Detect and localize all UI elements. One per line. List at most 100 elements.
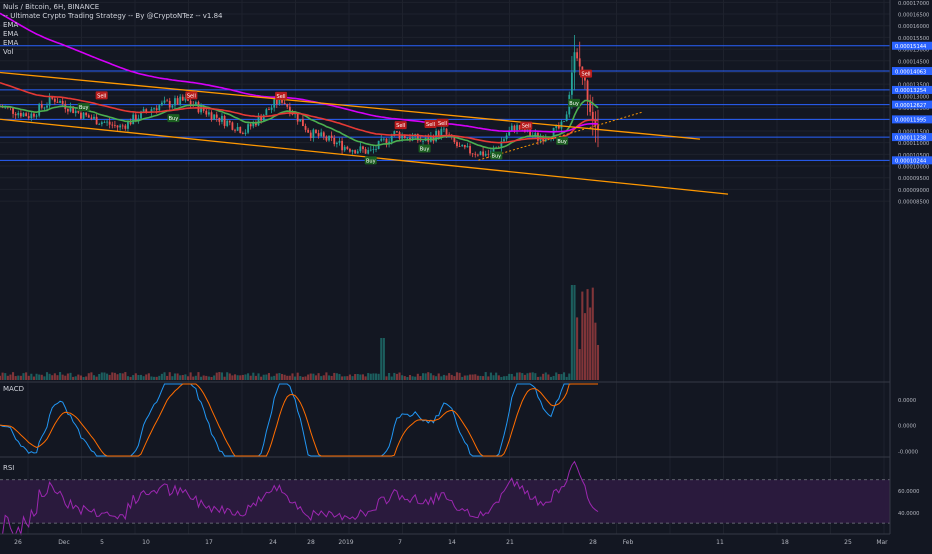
volume-bar xyxy=(249,375,252,380)
signal-label-10: Buy xyxy=(492,154,502,160)
candle-body xyxy=(171,105,174,108)
candle-body xyxy=(419,140,422,142)
candle-body xyxy=(322,132,325,137)
candle-body xyxy=(500,141,503,148)
candle-body xyxy=(132,114,135,125)
strategy-title[interactable]: -- Ultimate Crypto Trading Strategy -- B… xyxy=(3,12,223,20)
candle-body xyxy=(108,121,111,125)
time-tick-4: 17 xyxy=(205,539,213,546)
volume-bar xyxy=(51,375,54,380)
volume-bar xyxy=(32,376,35,380)
macd-line xyxy=(0,383,598,457)
volume-bar xyxy=(184,374,187,380)
candle-body xyxy=(544,138,547,142)
volume-bar xyxy=(482,376,485,380)
volume-bar xyxy=(346,376,349,380)
volume-bar xyxy=(61,374,64,380)
pane-dividers[interactable] xyxy=(0,381,932,535)
volume-bar xyxy=(98,373,101,380)
candle-body xyxy=(453,136,456,143)
volume-bar xyxy=(388,372,391,380)
symbol-title[interactable]: Nuls / Bitcoin, 6H, BINANCE xyxy=(3,3,100,11)
volume-bar xyxy=(424,373,427,380)
volume-bar xyxy=(539,376,542,380)
candle-body xyxy=(364,149,367,154)
candle-body xyxy=(223,115,226,126)
volume-bar xyxy=(513,376,516,380)
price-level-tag xyxy=(892,100,932,109)
volume-bar xyxy=(6,375,9,380)
volume-bar xyxy=(181,375,184,380)
volume-bar xyxy=(202,375,205,380)
signal-tag xyxy=(418,144,431,153)
volume-bar xyxy=(536,376,539,380)
volume-bar xyxy=(205,375,208,380)
signal-label-1: Buy xyxy=(79,105,89,111)
volume-bar xyxy=(356,373,359,380)
candle-body xyxy=(476,154,479,156)
candle-body xyxy=(43,107,46,109)
candle-body xyxy=(291,113,294,115)
rsi-label[interactable]: RSI xyxy=(3,464,15,472)
indicator-ema-mid[interactable]: EMA xyxy=(3,30,19,38)
volume-bar xyxy=(330,375,333,380)
candle-body xyxy=(349,148,351,152)
candle-body xyxy=(406,137,409,139)
indicator-volume[interactable]: Vol xyxy=(3,48,14,56)
candle-body xyxy=(356,151,359,154)
volume-bar xyxy=(570,285,573,380)
price-axis[interactable]: 0.00017000 0.00016500 0.00016000 0.00015500… xyxy=(889,0,932,550)
signal-tag xyxy=(436,118,449,127)
candle-body xyxy=(111,124,114,126)
volume-bar xyxy=(192,376,195,380)
candle-body xyxy=(542,137,545,142)
indicator-ema-fast[interactable]: EMA xyxy=(3,21,19,29)
volume-bar xyxy=(461,376,464,380)
volume-bar xyxy=(280,374,284,380)
volume-bar xyxy=(589,307,592,380)
macd-pane xyxy=(0,383,598,457)
volume-bar xyxy=(531,372,534,380)
volume-bar xyxy=(492,375,495,380)
volume-bar xyxy=(241,374,244,380)
candle-body xyxy=(286,104,289,107)
candle-body xyxy=(205,110,208,115)
candle-body xyxy=(458,146,461,147)
price-tick-4: 0.00015000 xyxy=(898,48,929,54)
candle-body xyxy=(299,119,302,122)
volume-bar xyxy=(576,317,579,380)
volume-bar xyxy=(64,375,67,380)
candle-body xyxy=(456,142,458,147)
volume-bar xyxy=(260,376,263,380)
signal-label-0: Sell xyxy=(97,93,106,99)
indicator-ema-slow[interactable]: EMA xyxy=(3,39,19,47)
candle-body xyxy=(516,125,518,131)
macd-label[interactable]: MACD xyxy=(3,385,24,393)
candle-body xyxy=(487,153,490,155)
volume-bar xyxy=(421,373,425,380)
candle-body xyxy=(249,124,252,127)
time-axis[interactable]: 26 Dec 5 10 17 24 28 2019 7 14 21 28 Feb 11 18 25 Mar xyxy=(14,539,888,546)
volume-bar xyxy=(59,372,62,380)
volume-bar xyxy=(100,372,103,380)
volume-bar xyxy=(372,373,375,380)
volume-bar xyxy=(495,372,498,380)
volume-bar xyxy=(158,375,161,380)
channel-upper xyxy=(0,71,701,140)
volume-bar xyxy=(166,375,169,380)
candle-body xyxy=(61,100,64,104)
volume-bar xyxy=(275,373,278,380)
volume-bar xyxy=(586,289,589,380)
volume-bar xyxy=(213,375,216,380)
signal-tag xyxy=(556,136,569,145)
volume-bar xyxy=(471,374,474,380)
candle-body xyxy=(85,112,88,116)
volume-bar xyxy=(448,373,451,380)
volume-bar xyxy=(341,376,344,380)
volume-bar xyxy=(534,373,537,380)
candle-body xyxy=(307,129,310,133)
time-tick-8: 7 xyxy=(398,539,402,546)
ema-line xyxy=(0,12,599,133)
